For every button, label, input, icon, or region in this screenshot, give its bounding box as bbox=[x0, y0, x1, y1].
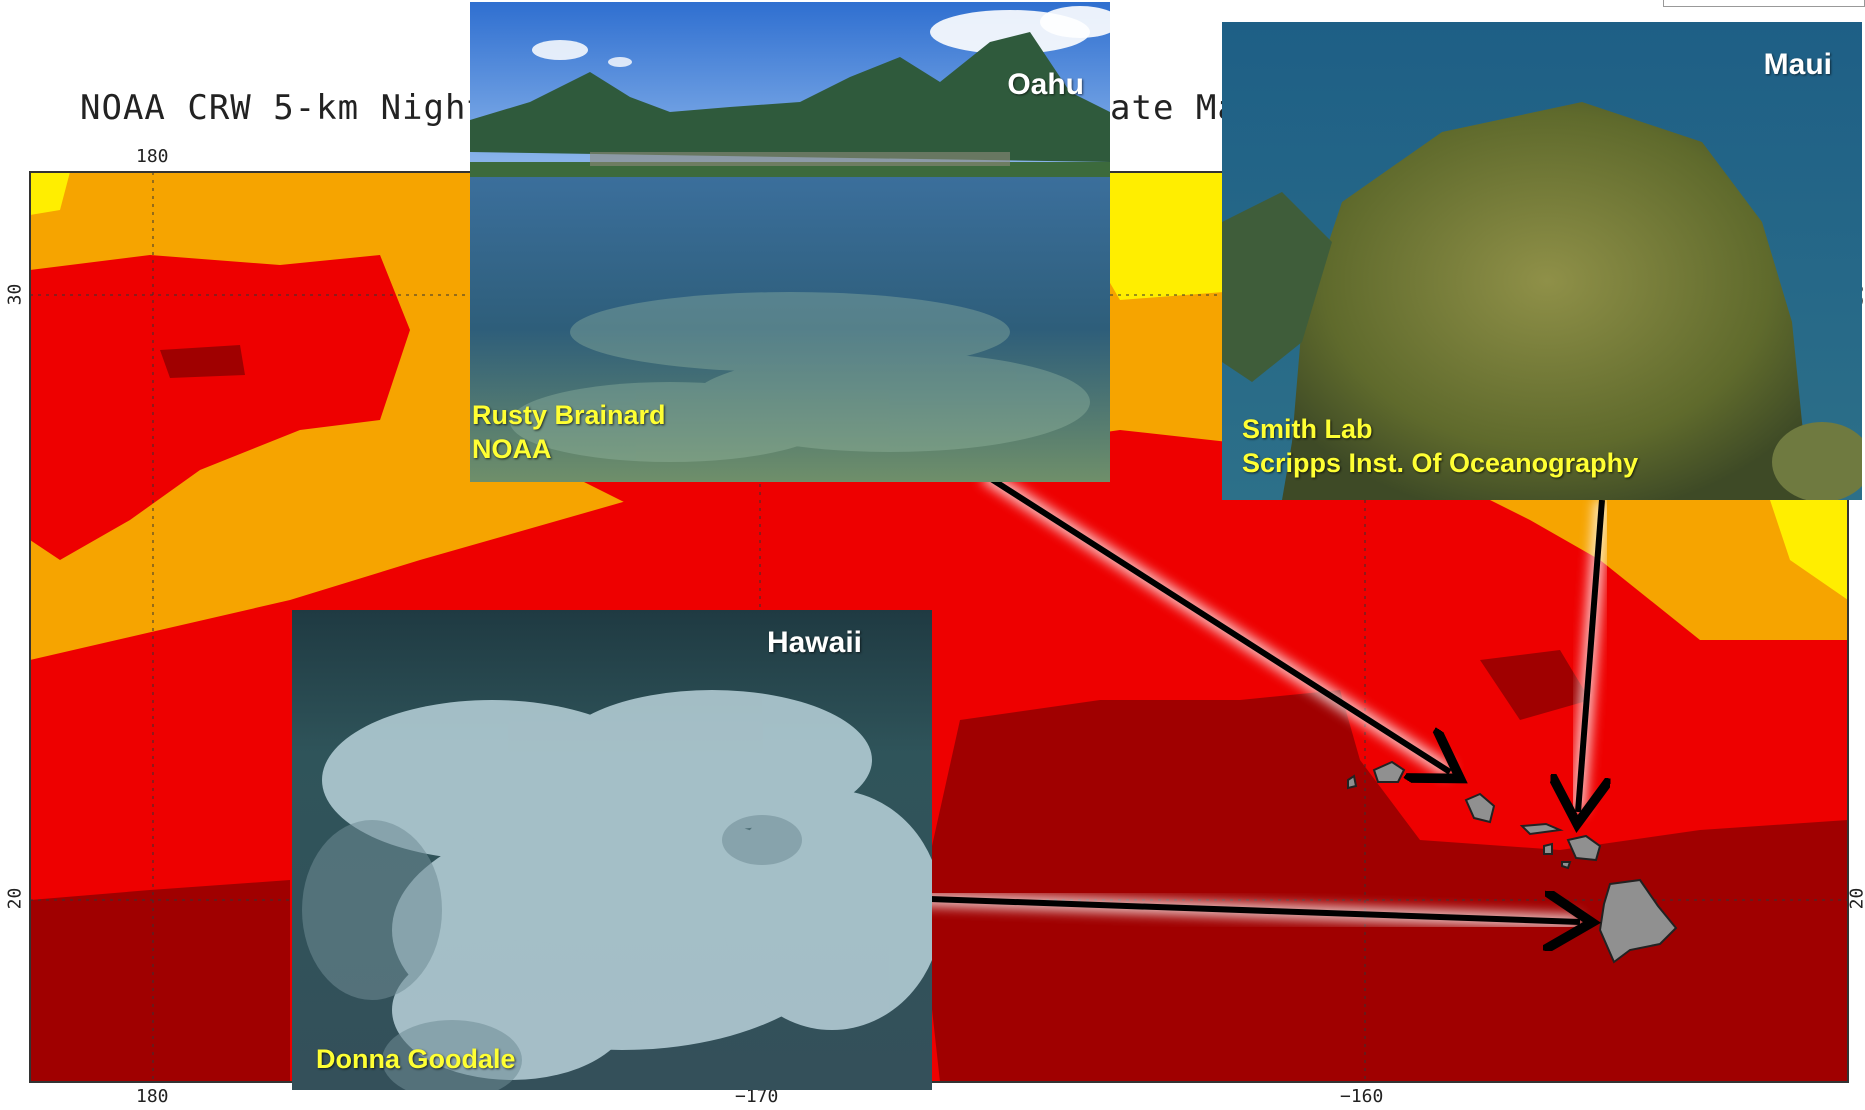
tick-top-180: 180 bbox=[136, 146, 169, 167]
photo-maui: Maui Smith Lab Scripps Inst. Of Oceanogr… bbox=[1222, 22, 1862, 500]
photo-credit-oahu: Rusty Brainard NOAA bbox=[472, 398, 666, 466]
photo-credit-line: Donna Goodale bbox=[316, 1044, 516, 1074]
zone-red bbox=[520, 520, 720, 600]
photo-credit-line: Scripps Inst. Of Oceanography bbox=[1242, 448, 1639, 478]
tick-bottom-160: −160 bbox=[1340, 1086, 1384, 1107]
photo-oahu: Oahu Rusty Brainard NOAA bbox=[470, 2, 1110, 482]
zone-dark-red bbox=[160, 345, 245, 378]
island-hawaii bbox=[1598, 878, 1678, 964]
hawaii-bleached-coral-image bbox=[292, 610, 932, 1090]
photo-credit-line: NOAA bbox=[472, 434, 552, 464]
zone-dark-red bbox=[1480, 650, 1590, 720]
zone-red bbox=[30, 255, 410, 560]
island-maui bbox=[1566, 834, 1602, 862]
photo-credit-hawaii: Donna Goodale bbox=[316, 1042, 516, 1076]
hawaiian-islands bbox=[1347, 760, 1678, 964]
zone-dark-red bbox=[920, 690, 1848, 1082]
place-label-oahu: Oahu bbox=[1007, 68, 1084, 101]
tick-bottom-180: 180 bbox=[136, 1086, 169, 1107]
arrow-oahu bbox=[981, 469, 1450, 772]
photo-credit-line: Rusty Brainard bbox=[472, 400, 666, 430]
map-title: NOAA CRW 5-km Night bbox=[80, 88, 488, 128]
island-kauai bbox=[1372, 760, 1406, 783]
zone-dark-red bbox=[30, 880, 290, 1082]
tick-bottom-170: −170 bbox=[735, 1086, 779, 1107]
tick-left-20: 20 bbox=[4, 887, 26, 910]
photo-credit-line: Smith Lab bbox=[1242, 414, 1373, 444]
zone-yellow bbox=[30, 172, 70, 215]
corner-box bbox=[1663, 0, 1865, 7]
arrow-hawaii bbox=[901, 898, 1580, 922]
arrow-maui bbox=[1578, 499, 1602, 812]
photo-credit-maui: Smith Lab Scripps Inst. Of Oceanography bbox=[1242, 412, 1638, 480]
tick-right-20: 20 bbox=[1846, 887, 1865, 910]
island-lanai bbox=[1543, 842, 1553, 855]
photo-hawaii: Hawaii Donna Goodale bbox=[292, 610, 932, 1090]
island-kahoolawe bbox=[1561, 861, 1572, 870]
tick-left-30: 30 bbox=[4, 283, 26, 306]
island-niihau bbox=[1347, 774, 1358, 790]
place-label-maui: Maui bbox=[1763, 48, 1832, 81]
island-oahu bbox=[1464, 792, 1496, 824]
oahu-scene-image bbox=[470, 2, 1110, 482]
maui-coral-image bbox=[1222, 22, 1862, 500]
place-label-hawaii: Hawaii bbox=[766, 626, 862, 659]
